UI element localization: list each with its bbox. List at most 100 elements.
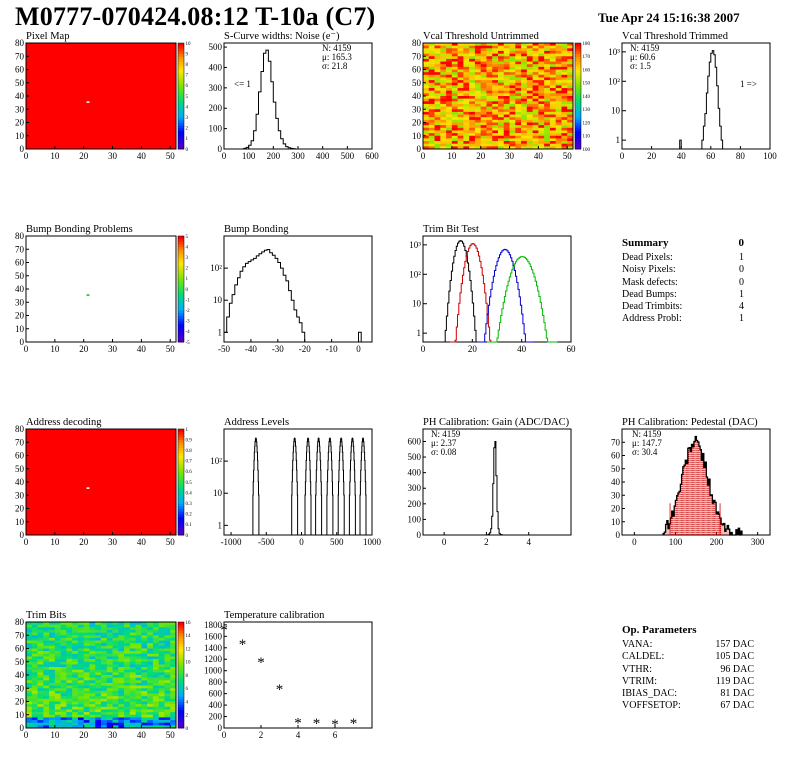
vcal-untrimmed-cell	[526, 90, 533, 94]
palette-swatch	[178, 138, 184, 142]
vcal-untrimmed-cell	[532, 133, 539, 137]
vcal-untrimmed-cell	[446, 138, 453, 142]
trim-bits-cell	[106, 661, 113, 665]
trim-bits-cell	[60, 661, 67, 665]
vcal-untrimmed-cell	[480, 61, 487, 65]
trim-bits-cell	[72, 712, 79, 716]
trim-bits-cell	[152, 706, 159, 710]
trim-bits-cell	[37, 637, 44, 641]
vcal-untrimmed-cell	[469, 53, 476, 57]
trim-bits-cell	[112, 682, 119, 686]
trim-bits-cell	[158, 643, 165, 647]
vcal-untrimmed-cell	[567, 93, 574, 97]
vcal-untrimmed-cell	[434, 90, 441, 94]
palette-swatch	[178, 69, 184, 73]
trim-bits-cell	[54, 704, 61, 708]
vcal-untrimmed-cell	[480, 69, 487, 73]
vcal-untrimmed-cell	[434, 69, 441, 73]
trim-bits-cell	[118, 651, 125, 655]
trim-bits-cell	[158, 669, 165, 673]
vcal-untrimmed-cell	[463, 119, 470, 123]
vcal-untrimmed-cell	[423, 106, 430, 110]
trim-bits-cell	[101, 664, 108, 668]
vcal-untrimmed-cell	[480, 101, 487, 105]
vcal-untrimmed-cell	[480, 114, 487, 118]
vcal-untrimmed-cell	[440, 82, 447, 86]
trim-bits-cell	[89, 725, 96, 729]
trim-bits-cell	[106, 688, 113, 692]
ph-gain-stat-entries: N: 4159	[431, 429, 461, 439]
trim-bits-palette-label: 2	[186, 714, 189, 719]
trim-bits-cell	[141, 696, 148, 700]
vcal-untrimmed-cell	[457, 53, 464, 57]
trim-bits-cell	[158, 680, 165, 684]
vcal-untrimmed-cell	[549, 146, 556, 150]
vcal-untrimmed-palette-label: 160	[583, 68, 591, 73]
palette-swatch	[178, 680, 184, 684]
palette-swatch	[178, 143, 184, 147]
vcal-untrimmed-cell	[555, 80, 562, 84]
vcal-untrimmed-cell	[457, 119, 464, 123]
palette-swatch	[575, 111, 581, 116]
vcal-untrimmed-cell	[549, 85, 556, 89]
trim-bits-cell	[54, 643, 61, 647]
vcal-untrimmed-cell	[549, 122, 556, 126]
vcal-untrimmed-cell	[561, 56, 568, 60]
vcal-untrimmed-cell	[469, 61, 476, 65]
trim-bits-cell	[95, 629, 102, 633]
vcal-untrimmed-cell	[498, 66, 505, 70]
trim-bits-cell	[43, 648, 50, 652]
vcal-untrimmed-cell	[486, 122, 493, 126]
op-param-value: 96 DAC	[720, 663, 754, 675]
vcal-untrimmed-cell	[509, 56, 516, 60]
vcal-untrimmed-cell	[492, 122, 499, 126]
vcal-untrimmed-cell	[544, 114, 551, 118]
vcal-untrimmed-cell	[526, 48, 533, 52]
trim-bits-cell	[141, 664, 148, 668]
trim-bits-cell	[66, 640, 73, 644]
vcal-untrimmed-cell	[561, 58, 568, 62]
trim-bits-cell	[77, 725, 84, 729]
trim-bits-cell	[101, 698, 108, 702]
trim-bits-cell	[49, 717, 56, 721]
pixel-map-palette-label: 2	[186, 127, 189, 132]
trim-bits-cell	[37, 690, 44, 694]
temperature-y-tick-label: 400	[209, 700, 223, 710]
trim-bits-cell	[147, 637, 154, 641]
trim-bits-cell	[26, 656, 33, 660]
palette-swatch	[575, 48, 581, 52]
vcal-untrimmed-cell	[474, 43, 481, 46]
summary-label: Mask defects:	[622, 276, 678, 288]
vcal-untrimmed-cell	[486, 88, 493, 91]
vcal-untrimmed-cell	[521, 64, 528, 68]
trim-bits-cell	[77, 712, 84, 716]
vcal-untrimmed-cell	[434, 43, 441, 46]
vcal-untrimmed-cell	[549, 90, 556, 94]
address-decoding-x-tick-label: 30	[108, 537, 118, 547]
trim-bits-cell	[141, 712, 148, 716]
vcal-trimmed-x-tick-label: 0	[620, 151, 625, 161]
trim-bits-cell	[152, 640, 159, 644]
vcal-untrimmed-cell	[463, 58, 470, 62]
trim-bits-cell	[164, 706, 171, 710]
temperature-point: *	[331, 717, 339, 733]
trim-bits-cell	[43, 664, 50, 668]
trim-bits-cell	[124, 667, 131, 670]
trim-bits-cell	[26, 659, 33, 663]
vcal-untrimmed-cell	[457, 138, 464, 142]
vcal-untrimmed-cell	[515, 122, 522, 126]
trim-bits-cell	[26, 651, 33, 655]
bump-problems-x-tick-label: 0	[24, 344, 29, 354]
palette-swatch	[178, 141, 184, 145]
bump-problems-y-tick-label: 80	[15, 231, 25, 241]
trim-bits-cell	[60, 725, 67, 729]
vcal-untrimmed-cell	[561, 127, 568, 131]
vcal-untrimmed-cell	[469, 119, 476, 123]
address-decoding-palette-label: 0.4	[186, 491, 193, 496]
palette-swatch	[178, 706, 184, 710]
trim-bits-cell	[60, 696, 67, 700]
vcal-untrimmed-cell	[526, 43, 533, 46]
vcal-untrimmed-cell	[515, 117, 522, 121]
vcal-untrimmed-cell	[451, 146, 458, 150]
